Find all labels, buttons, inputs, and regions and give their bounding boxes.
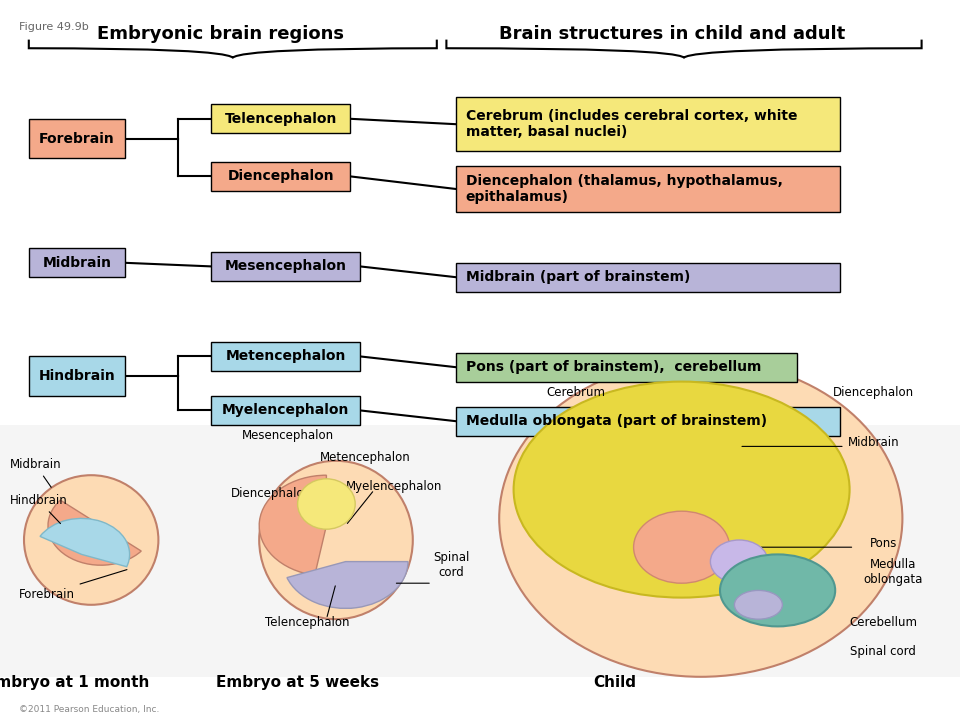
Text: Hindbrain: Hindbrain	[10, 494, 67, 523]
Text: Spinal cord: Spinal cord	[851, 645, 916, 658]
FancyBboxPatch shape	[211, 162, 350, 191]
Text: Telencephalon: Telencephalon	[225, 112, 337, 126]
FancyBboxPatch shape	[29, 248, 125, 277]
FancyBboxPatch shape	[211, 104, 350, 133]
FancyBboxPatch shape	[29, 356, 125, 396]
Text: Cerebrum (includes cerebral cortex, white
matter, basal nuclei): Cerebrum (includes cerebral cortex, whit…	[466, 109, 797, 139]
Text: Embryonic brain regions: Embryonic brain regions	[97, 25, 345, 43]
Ellipse shape	[710, 540, 768, 583]
FancyBboxPatch shape	[0, 425, 960, 677]
Text: Forebrain: Forebrain	[39, 132, 114, 145]
Text: Midbrain: Midbrain	[10, 458, 61, 487]
Text: Embryo at 1 month: Embryo at 1 month	[0, 675, 150, 690]
Wedge shape	[287, 562, 408, 608]
Text: Child: Child	[593, 675, 636, 690]
Wedge shape	[259, 475, 326, 575]
Text: Telencephalon: Telencephalon	[265, 616, 349, 629]
Text: Pons: Pons	[870, 537, 897, 550]
Text: Midbrain: Midbrain	[848, 436, 900, 449]
FancyBboxPatch shape	[456, 353, 797, 382]
Text: Spinal
cord: Spinal cord	[433, 551, 469, 579]
Ellipse shape	[259, 461, 413, 619]
FancyBboxPatch shape	[211, 342, 360, 371]
Text: Metencephalon: Metencephalon	[226, 349, 346, 364]
Ellipse shape	[734, 590, 782, 619]
Text: Diencephalon: Diencephalon	[228, 169, 334, 184]
Text: Mesencephalon: Mesencephalon	[242, 429, 334, 442]
Text: Medulla
oblongata: Medulla oblongata	[863, 558, 923, 586]
FancyBboxPatch shape	[456, 166, 840, 212]
Text: Diencephalon: Diencephalon	[833, 386, 914, 399]
Ellipse shape	[720, 554, 835, 626]
Text: Embryo at 5 weeks: Embryo at 5 weeks	[216, 675, 379, 690]
Text: Myelencephalon: Myelencephalon	[222, 403, 349, 418]
Text: Diencephalon: Diencephalon	[230, 487, 312, 500]
Ellipse shape	[298, 479, 355, 529]
Ellipse shape	[634, 511, 730, 583]
Text: Brain structures in child and adult: Brain structures in child and adult	[499, 25, 845, 43]
Ellipse shape	[24, 475, 158, 605]
Text: Medulla oblongata (part of brainstem): Medulla oblongata (part of brainstem)	[466, 414, 767, 428]
Text: Myelencephalon: Myelencephalon	[346, 480, 442, 492]
Text: Hindbrain: Hindbrain	[38, 369, 115, 383]
FancyBboxPatch shape	[211, 396, 360, 425]
Text: Cerebellum: Cerebellum	[850, 616, 917, 629]
Text: Midbrain: Midbrain	[42, 256, 111, 270]
Text: Cerebrum: Cerebrum	[546, 386, 606, 399]
Text: ©2011 Pearson Education, Inc.: ©2011 Pearson Education, Inc.	[19, 705, 159, 714]
Text: Diencephalon (thalamus, hypothalamus,
epithalamus): Diencephalon (thalamus, hypothalamus, ep…	[466, 174, 782, 204]
FancyBboxPatch shape	[29, 119, 125, 158]
Text: Midbrain (part of brainstem): Midbrain (part of brainstem)	[466, 270, 690, 284]
FancyBboxPatch shape	[456, 263, 840, 292]
Text: Pons (part of brainstem),  cerebellum: Pons (part of brainstem), cerebellum	[466, 360, 761, 374]
FancyBboxPatch shape	[456, 97, 840, 151]
Text: Metencephalon: Metencephalon	[320, 451, 410, 464]
Text: Mesencephalon: Mesencephalon	[225, 259, 347, 274]
FancyBboxPatch shape	[211, 252, 360, 281]
Wedge shape	[40, 518, 130, 567]
FancyBboxPatch shape	[456, 407, 840, 436]
Ellipse shape	[514, 382, 850, 598]
Ellipse shape	[499, 360, 902, 677]
Wedge shape	[48, 500, 141, 565]
Text: Forebrain: Forebrain	[19, 570, 127, 600]
Text: Figure 49.9b: Figure 49.9b	[19, 22, 89, 32]
